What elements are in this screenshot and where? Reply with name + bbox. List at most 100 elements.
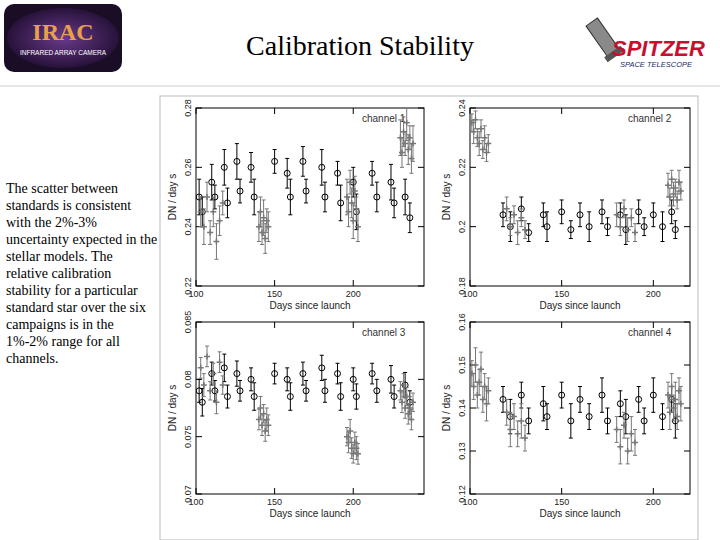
error-bar (580, 203, 581, 227)
error-cap (205, 346, 209, 347)
error-cap (481, 158, 485, 159)
error-cap (356, 241, 360, 242)
error-cap (475, 408, 479, 409)
point (349, 200, 355, 206)
error-bar (547, 212, 548, 242)
plot-frame (196, 322, 424, 494)
error-cap (211, 226, 215, 227)
error-cap (411, 411, 415, 412)
error-cap (323, 379, 327, 380)
x-tick (196, 280, 197, 286)
point (667, 194, 673, 200)
error-cap (351, 367, 355, 368)
point (300, 371, 306, 377)
error-cap (624, 244, 628, 245)
error-cap (339, 382, 343, 383)
x-tick (274, 488, 275, 494)
y-tick-label: 0.16 (457, 313, 467, 331)
error-cap (624, 399, 628, 400)
error-cap (501, 202, 505, 203)
error-cap (392, 217, 396, 218)
error-bar (543, 203, 544, 227)
error-cap (266, 241, 270, 242)
point (256, 416, 262, 422)
point (217, 359, 223, 365)
error-bar (547, 404, 548, 430)
x-tick (470, 108, 471, 114)
chart: 1001502000.120.130.140.150.16Days since … (441, 313, 690, 519)
error-cap (375, 211, 379, 212)
point (617, 224, 623, 230)
point (210, 371, 216, 377)
chart-title: channel 2 (628, 113, 672, 124)
point (234, 371, 240, 377)
error-bar (662, 212, 663, 242)
error-cap (323, 402, 327, 403)
point (408, 155, 414, 161)
point (397, 388, 403, 394)
point (352, 188, 358, 194)
point (522, 227, 528, 233)
error-cap (235, 386, 239, 387)
error-bar (653, 203, 654, 227)
point (526, 230, 532, 236)
error-cap (263, 253, 267, 254)
error-cap (205, 211, 209, 212)
error-cap (225, 408, 229, 409)
x-tick (196, 322, 197, 328)
point (355, 451, 361, 457)
error-cap (508, 211, 512, 212)
point (262, 428, 268, 434)
error-cap (199, 378, 203, 379)
point (405, 411, 411, 417)
error-cap (629, 451, 633, 452)
y-tick (470, 322, 476, 323)
error-cap (389, 164, 393, 165)
error-bar (236, 144, 237, 180)
y-tick-label: 0.24 (457, 99, 467, 117)
y-tick (196, 286, 202, 287)
chart-title: channel 3 (362, 327, 406, 338)
error-bar (589, 404, 590, 430)
error-bar (607, 218, 608, 236)
error-cap (675, 208, 679, 209)
error-cap (304, 179, 308, 180)
error-cap (668, 429, 672, 430)
error-cap (214, 390, 218, 391)
chart-title: channel 4 (628, 327, 672, 338)
error-bar (290, 179, 291, 215)
y-tick-label: 0.22 (183, 277, 193, 295)
point (346, 209, 352, 215)
error-cap (345, 427, 349, 428)
error-cap (642, 235, 646, 236)
error-cap (666, 382, 670, 383)
error-bar (405, 179, 406, 215)
error-bar (602, 200, 603, 224)
error-cap (353, 432, 357, 433)
y-tick-label: 0.08 (183, 371, 193, 389)
error-cap (519, 403, 523, 404)
error-bar (675, 221, 676, 239)
error-cap (202, 396, 206, 397)
error-cap (257, 429, 261, 430)
point (544, 414, 550, 420)
error-cap (606, 433, 610, 434)
error-cap (260, 435, 264, 436)
point (344, 194, 350, 200)
error-cap (661, 403, 665, 404)
point (628, 431, 634, 437)
error-cap (285, 390, 289, 391)
error-cap (666, 173, 670, 174)
point (667, 409, 673, 415)
error-cap (527, 433, 531, 434)
point (264, 218, 270, 224)
error-cap (208, 244, 212, 245)
error-bar (340, 185, 341, 221)
error-cap (273, 383, 277, 384)
error-cap (505, 197, 509, 198)
error-bar (644, 408, 645, 434)
point (476, 141, 482, 147)
error-cap (560, 408, 564, 409)
x-tick-label: 150 (554, 289, 569, 299)
error-cap (673, 238, 677, 239)
